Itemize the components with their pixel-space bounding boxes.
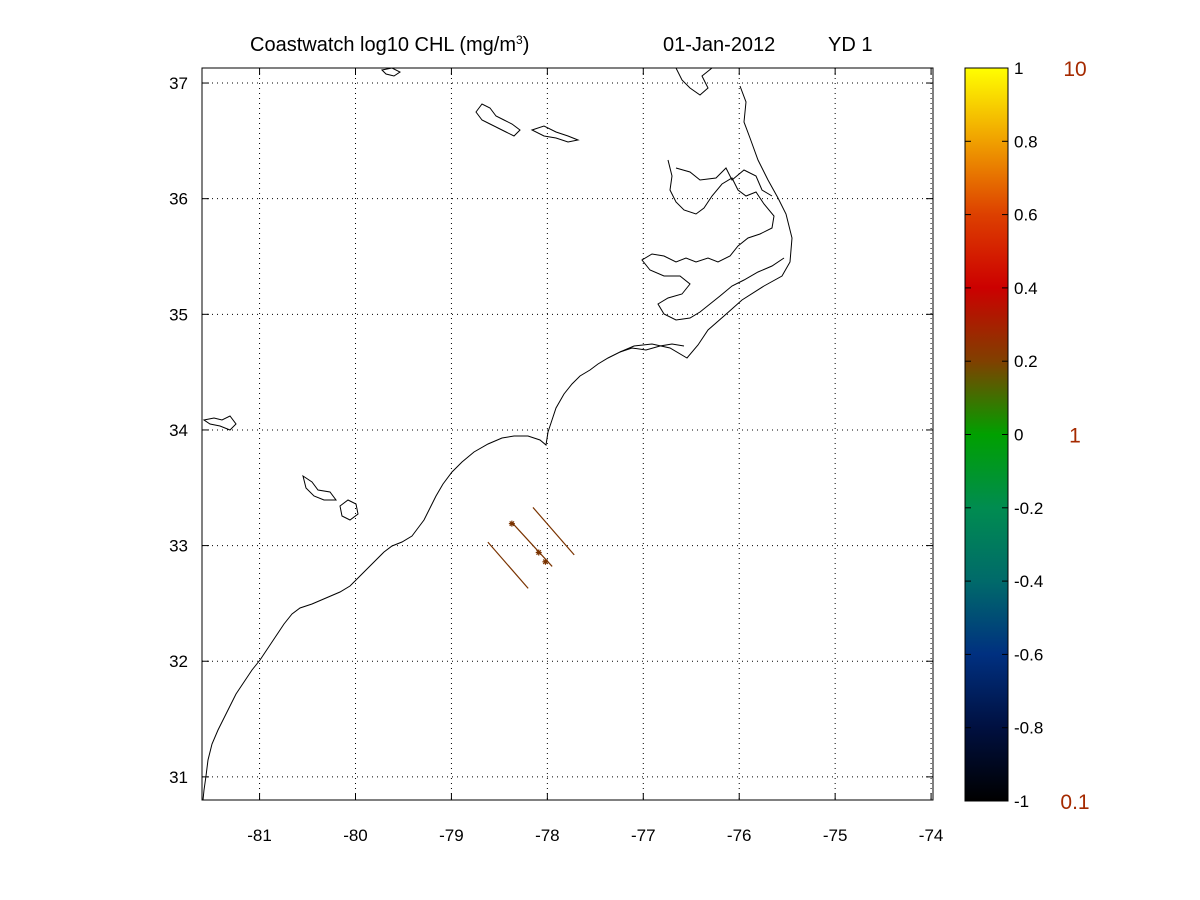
colorbar-tick-label: -0.8 bbox=[1014, 719, 1043, 738]
colorbar-tick-label: 1 bbox=[1014, 59, 1023, 78]
map-yearday: YD 1 bbox=[828, 34, 872, 56]
colorbar-linear-labels: 10 1 0.1 bbox=[1060, 58, 1089, 814]
station-marker bbox=[542, 558, 549, 565]
station-marker bbox=[508, 520, 515, 527]
colorbar-gradient bbox=[964, 67, 1009, 802]
colorbar: -1 -0.8 -0.6 -0.4 -0.2 0 0.2 0.4 0.6 0.8 1 10 1 0.1 bbox=[964, 58, 1090, 814]
lon-tick-label: -75 bbox=[823, 826, 848, 845]
map-gridlines bbox=[202, 68, 933, 800]
lat-tick-label: 35 bbox=[169, 305, 188, 324]
map-date: 01-Jan-2012 bbox=[663, 34, 775, 56]
colorbar-tick-label: 0.2 bbox=[1014, 352, 1038, 371]
lon-tick-label: -81 bbox=[247, 826, 272, 845]
lat-tick-label: 31 bbox=[169, 768, 188, 787]
ship-track-line bbox=[511, 522, 553, 567]
colorbar-tick-label: -0.6 bbox=[1014, 645, 1043, 664]
colorbar-linear-label: 10 bbox=[1063, 58, 1086, 81]
colorbar-tick-label: 0.4 bbox=[1014, 279, 1038, 298]
lat-tick-label: 37 bbox=[169, 74, 188, 93]
colorbar-linear-label: 1 bbox=[1069, 425, 1081, 448]
longitude-axis: -81 -80 -79 -78 -77 -76 -75 -74 bbox=[247, 68, 943, 845]
colorbar-tick-label: 0.6 bbox=[1014, 206, 1038, 225]
map-title: Coastwatch log10 CHL (mg/m3) bbox=[250, 33, 529, 56]
colorbar-tick-label: -1 bbox=[1014, 792, 1029, 811]
ship-tracks bbox=[487, 507, 575, 589]
coastline-pamlico-sound bbox=[641, 159, 785, 321]
colorbar-tick-label: 0.8 bbox=[1014, 132, 1038, 151]
colorbar-ticks: -1 -0.8 -0.6 -0.4 -0.2 0 0.2 0.4 0.6 0.8 1 bbox=[965, 59, 1043, 811]
lake-kerr bbox=[475, 103, 521, 137]
station-marker bbox=[535, 549, 542, 556]
map-frame bbox=[201, 67, 934, 801]
lat-tick-label: 36 bbox=[169, 190, 188, 209]
lon-tick-label: -77 bbox=[631, 826, 656, 845]
lon-tick-label: -79 bbox=[439, 826, 464, 845]
lake-gaston bbox=[530, 125, 580, 143]
colorbar-linear-label: 0.1 bbox=[1060, 791, 1089, 814]
lake-marion bbox=[302, 474, 337, 501]
lake-moultrie bbox=[339, 499, 359, 521]
lat-tick-label: 32 bbox=[169, 652, 188, 671]
colorbar-tick-label: 0 bbox=[1014, 426, 1023, 445]
lake-top bbox=[380, 68, 401, 77]
lon-tick-label: -76 bbox=[727, 826, 752, 845]
colorbar-tick-label: -0.2 bbox=[1014, 499, 1043, 518]
coastline-core-banks bbox=[619, 343, 685, 353]
lat-tick-label: 33 bbox=[169, 537, 188, 556]
lake-murray bbox=[202, 415, 237, 431]
map-panel: -81 -80 -79 -78 -77 -76 -75 -74 31 32 33 34 35 36 37 bbox=[169, 67, 943, 845]
latitude-axis: 31 32 33 34 35 36 37 bbox=[169, 74, 933, 787]
coastline-albemarle-sound bbox=[675, 167, 773, 197]
lon-tick-label: -80 bbox=[343, 826, 368, 845]
title-superscript: 3 bbox=[516, 33, 523, 47]
lon-tick-label: -78 bbox=[535, 826, 560, 845]
colorbar-tick-label: -0.4 bbox=[1014, 572, 1043, 591]
coastline-mainland bbox=[202, 68, 793, 800]
lat-tick-label: 34 bbox=[169, 421, 188, 440]
ship-track-line bbox=[487, 541, 529, 589]
lon-tick-label: -74 bbox=[919, 826, 944, 845]
ship-track-line bbox=[532, 507, 575, 556]
coastline bbox=[202, 68, 793, 800]
